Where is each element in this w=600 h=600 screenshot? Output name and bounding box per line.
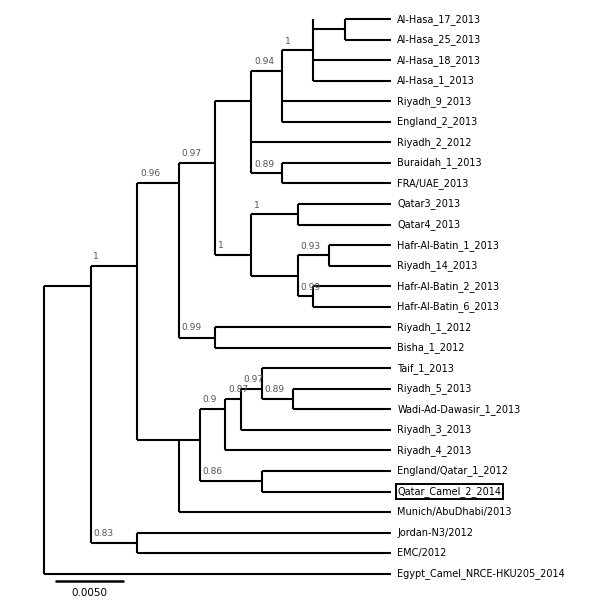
Text: FRA/UAE_2013: FRA/UAE_2013 <box>397 178 469 189</box>
Text: 0.87: 0.87 <box>228 385 248 394</box>
Text: Egypt_Camel_NRCE-HKU205_2014: Egypt_Camel_NRCE-HKU205_2014 <box>397 568 565 579</box>
Text: 0.99: 0.99 <box>301 283 320 292</box>
Text: Riyadh_2_2012: Riyadh_2_2012 <box>397 137 472 148</box>
Text: Al-Hasa_1_2013: Al-Hasa_1_2013 <box>397 76 475 86</box>
Text: 0.9: 0.9 <box>202 395 217 404</box>
Text: Wadi-Ad-Dawasir_1_2013: Wadi-Ad-Dawasir_1_2013 <box>397 404 521 415</box>
Text: 0.89: 0.89 <box>254 160 274 169</box>
Text: Al-Hasa_18_2013: Al-Hasa_18_2013 <box>397 55 481 66</box>
Text: Al-Hasa_17_2013: Al-Hasa_17_2013 <box>397 14 481 25</box>
Text: Jordan-N3/2012: Jordan-N3/2012 <box>397 527 473 538</box>
Text: Riyadh_9_2013: Riyadh_9_2013 <box>397 96 472 107</box>
Text: Qatar4_2013: Qatar4_2013 <box>397 219 460 230</box>
Text: Qatar_Camel_2_2014: Qatar_Camel_2_2014 <box>397 486 502 497</box>
Text: Bisha_1_2012: Bisha_1_2012 <box>397 343 465 353</box>
Text: Riyadh_14_2013: Riyadh_14_2013 <box>397 260 478 271</box>
Text: 0.83: 0.83 <box>94 529 113 538</box>
Text: 1: 1 <box>285 37 291 46</box>
Text: Qatar3_2013: Qatar3_2013 <box>397 199 460 209</box>
Text: 0.89: 0.89 <box>264 385 284 394</box>
Text: Riyadh_3_2013: Riyadh_3_2013 <box>397 424 472 436</box>
Text: England/Qatar_1_2012: England/Qatar_1_2012 <box>397 466 508 476</box>
Text: 1: 1 <box>254 201 260 210</box>
Text: 1: 1 <box>218 241 223 250</box>
Text: Riyadh_1_2012: Riyadh_1_2012 <box>397 322 472 333</box>
Text: Al-Hasa_25_2013: Al-Hasa_25_2013 <box>397 34 482 45</box>
Text: 0.99: 0.99 <box>181 323 202 332</box>
Text: Taif_1_2013: Taif_1_2013 <box>397 363 454 374</box>
Text: Hafr-Al-Batin_6_2013: Hafr-Al-Batin_6_2013 <box>397 301 499 312</box>
Text: Munich/AbuDhabi/2013: Munich/AbuDhabi/2013 <box>397 507 512 517</box>
Text: Hafr-Al-Batin_1_2013: Hafr-Al-Batin_1_2013 <box>397 239 499 251</box>
Text: 0.96: 0.96 <box>140 169 160 178</box>
Text: 0.86: 0.86 <box>202 467 222 476</box>
Text: 0.0050: 0.0050 <box>71 588 107 598</box>
Text: 1: 1 <box>94 251 99 260</box>
Text: Riyadh_4_2013: Riyadh_4_2013 <box>397 445 472 456</box>
Text: Riyadh_5_2013: Riyadh_5_2013 <box>397 383 472 394</box>
Text: 0.94: 0.94 <box>254 58 274 67</box>
Text: Buraidah_1_2013: Buraidah_1_2013 <box>397 158 482 169</box>
Text: Hafr-Al-Batin_2_2013: Hafr-Al-Batin_2_2013 <box>397 281 499 292</box>
Text: 0.93: 0.93 <box>301 242 320 251</box>
Text: 0.97: 0.97 <box>244 375 263 384</box>
Text: EMC/2012: EMC/2012 <box>397 548 447 558</box>
Text: England_2_2013: England_2_2013 <box>397 116 478 127</box>
Text: 0.97: 0.97 <box>181 149 202 158</box>
